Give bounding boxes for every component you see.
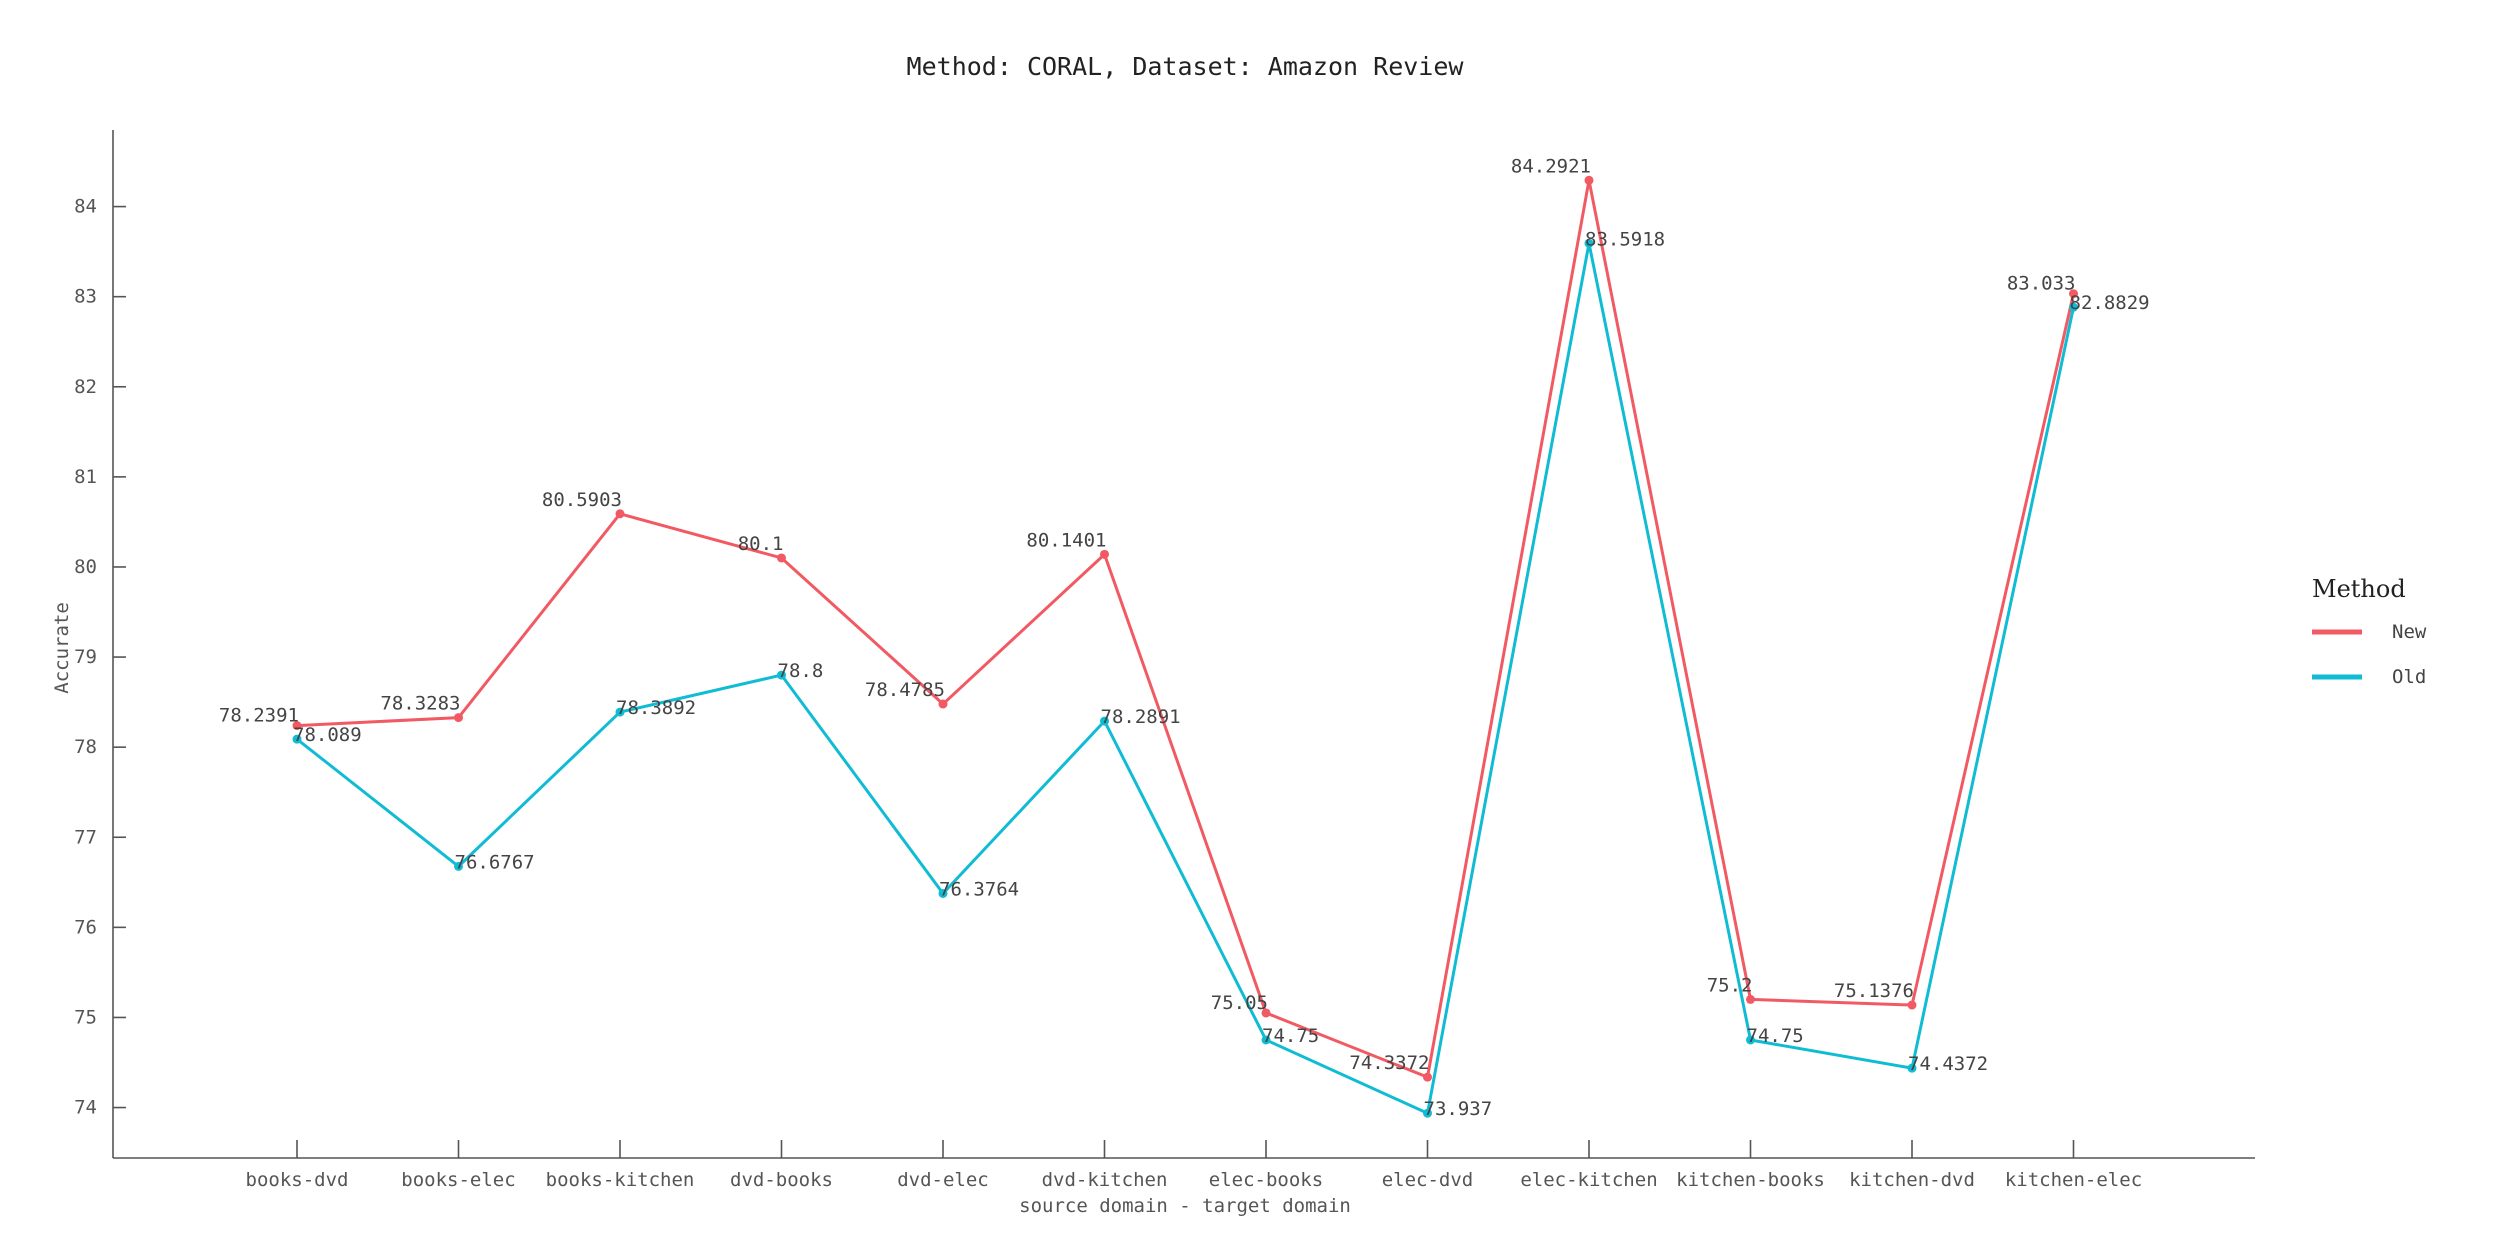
data-point-new [1584,175,1594,185]
series-new [292,175,2078,1082]
data-point-new [454,713,463,723]
y-tick-label: 79 [74,646,97,668]
data-label-old: 74.75 [1747,1025,1804,1047]
data-point-old [2069,302,2078,312]
x-ticks: books-dvd books-elec books-kitchen dvd-book… [246,1140,2142,1191]
x-tick-label: kitchen-elec [2005,1169,2142,1191]
x-tick-label: elec-kitchen [1520,1169,1657,1191]
data-point-new [777,553,786,563]
data-point-new [1423,1072,1432,1082]
x-tick-label: books-dvd [246,1169,349,1191]
data-point-new [2069,289,2078,299]
legend-label-new: New [2392,621,2427,643]
data-point-old [777,670,786,680]
x-tick-label: books-elec [401,1169,515,1191]
x-tick-label: books-kitchen [546,1169,695,1191]
data-point-old [938,888,948,898]
x-tick-label: kitchen-books [1676,1169,1825,1191]
legend-label-old: Old [2392,666,2426,688]
data-point-old [1584,238,1594,248]
legend-title: Method [2312,575,2406,603]
x-tick-label: dvd-books [730,1169,833,1191]
data-label-new: 84.2921 [1511,155,1591,177]
data-label-old: 83.5918 [1585,228,1665,250]
data-point-old [292,734,302,744]
data-point-new [1746,994,1755,1004]
data-point-old [1423,1108,1432,1118]
y-tick-label: 83 [74,286,97,308]
data-label-new: 78.2391 [219,705,299,727]
data-point-old [1100,716,1109,726]
y-axis-label: Accurate [51,602,73,694]
data-point-new [1261,1008,1271,1018]
x-tick-label: elec-books [1209,1169,1323,1191]
y-tick-label: 78 [74,736,97,758]
data-point-old [615,707,625,717]
data-labels: 78.2391 78.3283 80.5903 80.1 78.4785 80.1401 7… [219,155,2150,1120]
data-label-new: 74.3372 [1349,1052,1429,1074]
y-tick-label: 84 [74,196,97,218]
data-label-old: 78.3892 [616,697,696,719]
data-label-old: 82.8829 [2070,292,2150,314]
data-point-new [1100,549,1109,559]
data-label-new: 80.5903 [542,489,622,511]
data-point-new [938,699,948,709]
data-label-old: 78.2891 [1101,706,1181,728]
data-point-old [1907,1063,1917,1073]
data-label-new: 78.4785 [865,679,945,701]
series-layer: 78.2391 78.3283 80.5903 80.1 78.4785 80.1401 7… [219,155,2150,1120]
data-label-new: 83.033 [2007,273,2076,295]
x-tick-label: kitchen-dvd [1849,1169,1975,1191]
series-line-new [296,178,2075,1079]
series-old [292,238,2078,1118]
chart-title: Method: CORAL, Dataset: Amazon Review [907,52,1465,81]
data-point-old [1746,1035,1755,1045]
data-label-old: 74.75 [1262,1025,1319,1047]
y-tick-label: 75 [74,1006,97,1028]
x-tick-label: elec-dvd [1382,1169,1474,1191]
data-label-old: 73.937 [1424,1098,1493,1120]
data-label-old: 74.4372 [1908,1053,1988,1075]
legend: Method New Old [2312,575,2427,688]
data-point-old [1261,1035,1271,1045]
data-label-new: 80.1 [738,533,784,555]
x-tick-label: dvd-elec [897,1169,989,1191]
x-tick-label: dvd-kitchen [1042,1169,1168,1191]
data-label-new: 75.05 [1211,992,1268,1014]
data-label-old: 78.8 [778,660,824,682]
y-tick-label: 82 [74,376,97,398]
data-label-old: 78.089 [293,724,362,746]
data-point-new [1907,1000,1917,1010]
data-label-new: 78.3283 [380,693,460,715]
data-label-old: 76.6767 [455,851,535,873]
series-line-old [296,241,2075,1115]
data-label-new: 75.2 [1707,974,1753,996]
x-axis-label: source domain - target domain [1019,1195,1351,1217]
data-label-old: 76.3764 [939,878,1019,900]
data-label-new: 80.1401 [1026,529,1106,551]
y-tick-label: 74 [74,1097,97,1119]
data-label-new: 75.1376 [1834,980,1914,1002]
y-tick-label: 77 [74,826,97,848]
y-ticks: 74 75 76 77 78 79 80 81 82 83 84 [74,196,126,1119]
data-point-new [615,509,625,519]
y-tick-label: 80 [74,556,97,578]
data-point-new [292,721,302,731]
y-tick-label: 76 [74,916,97,938]
data-point-old [454,861,463,871]
y-tick-label: 81 [74,466,97,488]
